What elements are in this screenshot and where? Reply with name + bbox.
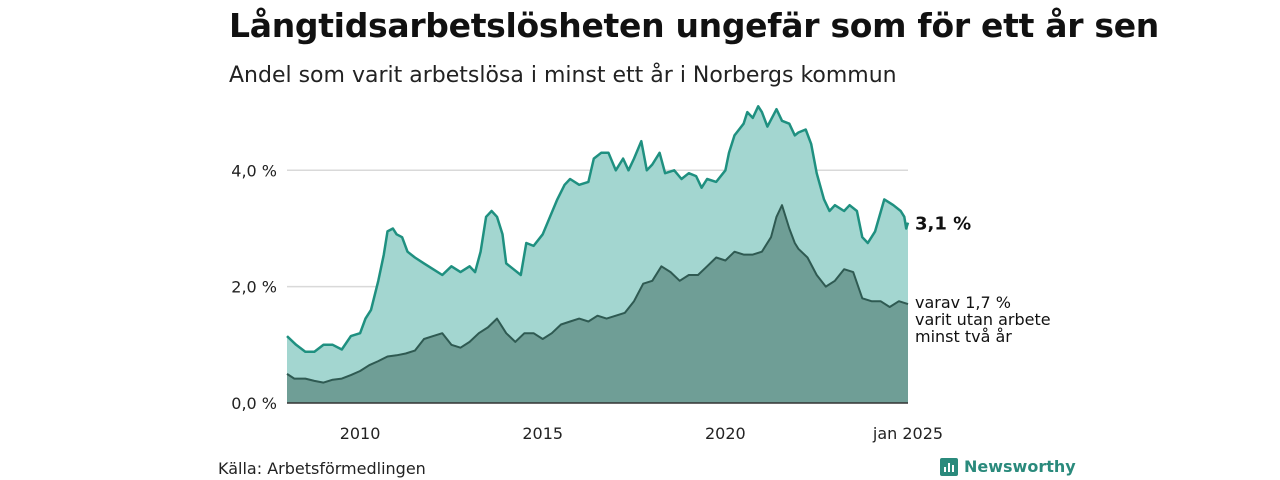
x-tick-label-2: 2020 xyxy=(705,424,746,443)
y-tick-label-2: 4,0 % xyxy=(231,161,277,180)
chart-title: Långtidsarbetslösheten ungefär som för e… xyxy=(229,6,1159,45)
brand-logo: Newsworthy xyxy=(940,457,1076,476)
x-tick-label-0: 2010 xyxy=(340,424,381,443)
series-2-line xyxy=(286,204,909,384)
x-tick-label-3: jan 2025 xyxy=(872,424,943,443)
series-2-end-label-line-3: minst två år xyxy=(915,327,1012,346)
series-2-end-label-line-2: varit utan arbete xyxy=(915,310,1051,329)
series-2-end-label-line-1: varav 1,7 % xyxy=(915,293,1011,312)
y-tick-label-1: 2,0 % xyxy=(231,278,277,297)
y-tick-label-0: 0,0 % xyxy=(231,394,277,413)
brand-name: Newsworthy xyxy=(964,457,1076,476)
series-1-end-label: 3,1 % xyxy=(915,214,971,235)
chart-subtitle: Andel som varit arbetslösa i minst ett å… xyxy=(229,63,897,88)
newsworthy-logo-icon xyxy=(940,457,958,476)
series-1-line xyxy=(286,105,910,354)
x-tick-label-1: 2015 xyxy=(522,424,563,443)
source-note: Källa: Arbetsförmedlingen xyxy=(218,459,426,478)
